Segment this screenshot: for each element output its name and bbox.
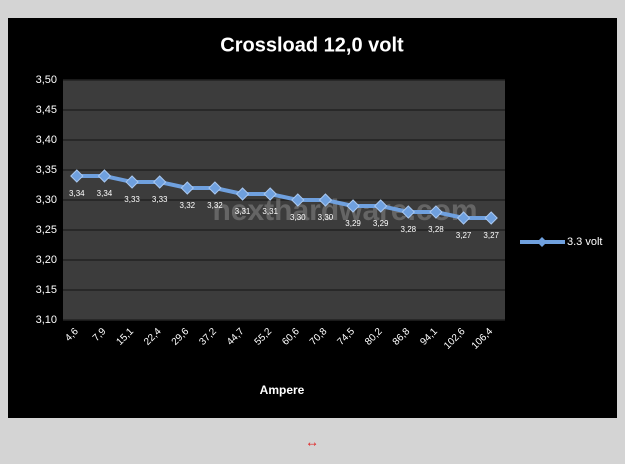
point <box>318 193 333 207</box>
y-tick-label: 3,45 <box>36 104 57 116</box>
y-tick-label: 3,25 <box>36 224 57 236</box>
point <box>263 187 277 201</box>
point <box>456 211 471 225</box>
value-label: 3,31 <box>262 207 278 216</box>
value-label: 3,34 <box>69 189 85 198</box>
value-label: 3,28 <box>428 225 444 234</box>
point <box>401 205 416 219</box>
point <box>346 199 360 213</box>
point <box>484 211 498 225</box>
value-label: 3,32 <box>207 201 223 210</box>
value-label: 3,28 <box>401 225 417 234</box>
point <box>180 181 195 195</box>
y-tick-label: 3,20 <box>36 254 57 266</box>
line <box>76 174 492 220</box>
value-label: 3,33 <box>124 195 140 204</box>
y-tick-label: 3,10 <box>36 314 57 326</box>
value-label: 3,34 <box>97 189 113 198</box>
value-label: 3,31 <box>235 207 251 216</box>
point <box>152 175 167 189</box>
value-label: 3,30 <box>318 213 334 222</box>
y-tick-label: 3,40 <box>36 134 57 146</box>
point <box>373 199 388 213</box>
expand-icon[interactable]: ↔ <box>305 434 319 450</box>
y-tick-label: 3,35 <box>36 164 57 176</box>
point <box>97 169 112 183</box>
value-label: 3,27 <box>456 231 472 240</box>
legend-label: 3.3 volt <box>567 236 602 248</box>
value-label: 3,32 <box>180 201 196 210</box>
value-label: 3,29 <box>345 219 361 228</box>
point <box>208 181 222 195</box>
value-label: 3,27 <box>483 231 499 240</box>
y-tick-label: 3,30 <box>36 194 57 206</box>
point <box>429 205 443 219</box>
value-label: 3,33 <box>152 195 168 204</box>
value-label: 3,30 <box>290 213 306 222</box>
point <box>291 193 305 207</box>
point <box>125 175 139 189</box>
point <box>70 169 84 183</box>
legend-marker <box>537 237 547 247</box>
point <box>235 187 250 201</box>
y-tick-label: 3,50 <box>36 74 57 86</box>
y-tick-label: 3,15 <box>36 284 57 296</box>
x-axis-label: Ampere <box>260 383 305 397</box>
value-label: 3,29 <box>373 219 389 228</box>
chart-title: Crossload 12,0 volt <box>220 34 404 56</box>
